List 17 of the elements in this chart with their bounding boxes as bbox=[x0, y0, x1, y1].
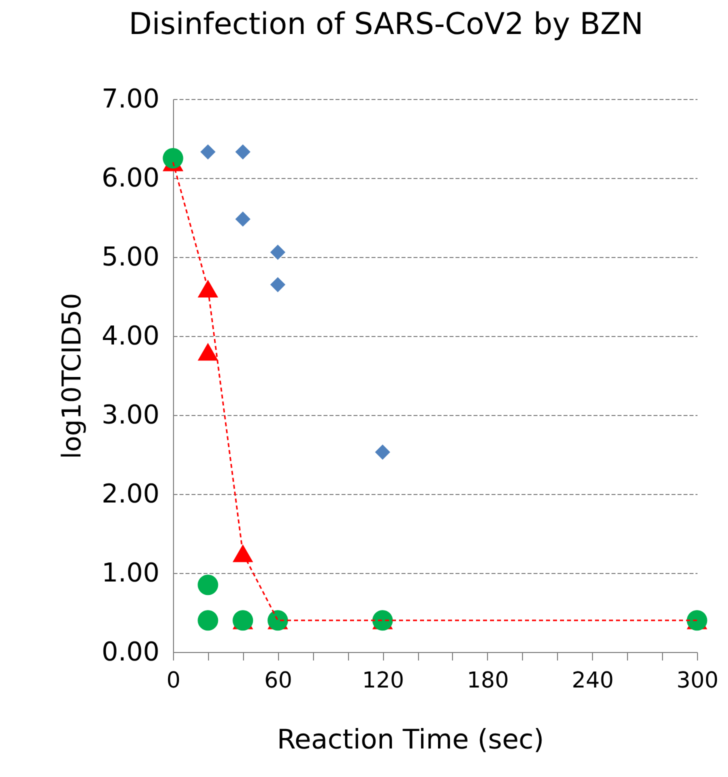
x-tick-label: 300 bbox=[676, 668, 718, 694]
y-tick-label: 0.00 bbox=[102, 638, 160, 668]
y-tick-label: 6.00 bbox=[102, 164, 160, 194]
x-axis-title: Reaction Time (sec) bbox=[276, 724, 544, 756]
y-tick-label: 4.00 bbox=[102, 322, 160, 352]
y-axis-title: log10TCID50 bbox=[58, 292, 88, 460]
x-tick-label: 0 bbox=[166, 668, 180, 694]
x-tick-label: 60 bbox=[264, 668, 292, 694]
y-tick-label: 7.00 bbox=[102, 84, 160, 114]
x-tick-label: 240 bbox=[572, 668, 614, 694]
y-tick-label: 1.00 bbox=[102, 558, 160, 588]
y-tick-label: 5.00 bbox=[102, 242, 160, 272]
x-tick-label: 180 bbox=[466, 668, 509, 694]
y-tick-label: 3.00 bbox=[102, 400, 160, 430]
chart-title: Disinfection of SARS-CoV2 by BZN bbox=[128, 7, 644, 42]
x-tick-label: 120 bbox=[362, 668, 404, 694]
y-tick-label: 2.00 bbox=[102, 480, 160, 510]
